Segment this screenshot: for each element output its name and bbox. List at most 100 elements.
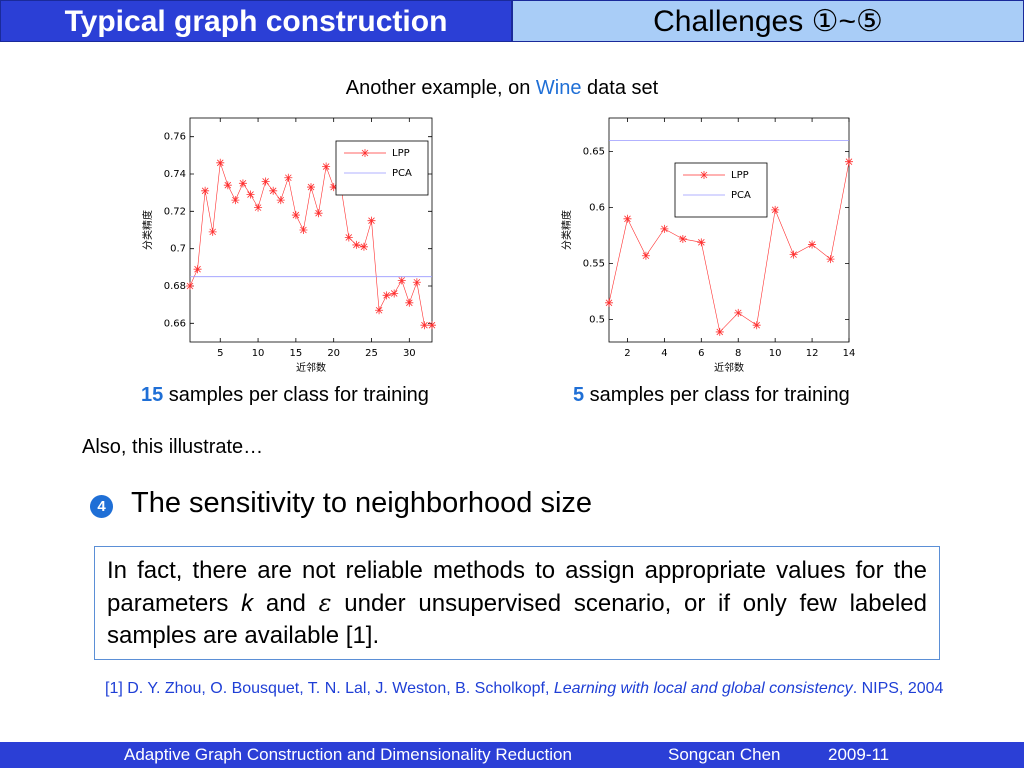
y-tick-label: 0.6 xyxy=(589,203,605,214)
series-marker xyxy=(359,242,368,251)
series-marker xyxy=(697,238,706,247)
series-marker xyxy=(641,251,650,260)
series-marker xyxy=(193,265,202,274)
series-line xyxy=(608,161,850,333)
series-marker xyxy=(269,186,278,195)
x-tick-label: 2 xyxy=(624,348,630,359)
series-marker xyxy=(367,216,376,225)
series-marker xyxy=(208,227,217,236)
reference-title: Learning with local and global consisten… xyxy=(553,680,853,697)
series-marker xyxy=(314,209,323,218)
series-marker xyxy=(678,234,687,243)
caption: 15 samples per class for training xyxy=(141,384,429,407)
legend-box xyxy=(335,140,429,196)
y-tick-label: 0.72 xyxy=(164,206,186,217)
box-text: and xyxy=(253,590,319,617)
reference-text: . NIPS, 2004 xyxy=(852,680,944,697)
y-axis-label: 分类精度 xyxy=(141,210,154,250)
series-marker xyxy=(344,233,353,242)
x-tick-label: 12 xyxy=(806,348,819,359)
subtitle-text: data set xyxy=(581,77,659,99)
legend-label: PCA xyxy=(392,168,412,179)
y-tick-label: 0.76 xyxy=(164,132,186,143)
header-section: Challenges ①~⑤ xyxy=(512,0,1024,42)
x-axis-label: 近邻数 xyxy=(296,361,326,374)
subtitle: Another example, on Wine data set xyxy=(0,77,1004,100)
series-marker xyxy=(845,157,853,166)
legend-label: LPP xyxy=(392,148,410,159)
series-marker xyxy=(428,321,436,330)
x-tick-label: 14 xyxy=(843,348,856,359)
text-box: In fact, there are not reliable methods … xyxy=(94,546,940,660)
point-text: The sensitivity to neighborhood size xyxy=(131,487,593,519)
series-marker xyxy=(412,278,421,287)
footer-title: Adaptive Graph Construction and Dimensio… xyxy=(124,745,572,764)
footer: Adaptive Graph Construction and Dimensio… xyxy=(0,742,1024,768)
header-title: Typical graph construction xyxy=(0,0,512,42)
reference: [1] D. Y. Zhou, O. Bousquet, T. N. Lal, … xyxy=(105,678,945,700)
y-tick-label: 0.66 xyxy=(164,318,186,329)
series-marker xyxy=(715,327,724,336)
series-marker xyxy=(246,190,255,199)
y-tick-label: 0.5 xyxy=(589,315,605,326)
series-marker xyxy=(322,162,331,171)
series-marker xyxy=(660,224,669,233)
x-tick-label: 20 xyxy=(327,348,340,359)
caption-count: 5 xyxy=(573,384,585,406)
box-text: under unsupervised scenario, or if only … xyxy=(107,590,928,649)
y-tick-label: 0.55 xyxy=(583,259,605,270)
x-tick-label: 15 xyxy=(290,348,303,359)
bullet-number: 4 xyxy=(90,495,113,518)
series-marker xyxy=(186,282,194,290)
charts: 0.660.680.70.720.740.765 10 15 20 25 30近邻数分类精… xyxy=(141,117,856,374)
series-marker xyxy=(254,203,263,212)
plot-frame xyxy=(608,117,850,343)
y-tick-label: 0.74 xyxy=(164,169,186,180)
subtitle-highlight: Wine xyxy=(535,77,582,99)
series-marker xyxy=(375,306,384,315)
x-tick-label: 4 xyxy=(661,348,667,359)
series-marker xyxy=(231,196,240,205)
legend-label: PCA xyxy=(731,190,751,201)
reference-text: [1] D. Y. Zhou, O. Bousquet, T. N. Lal, … xyxy=(105,680,554,697)
series-marker xyxy=(307,183,315,192)
x-tick-label: 6 xyxy=(698,348,704,359)
series-marker xyxy=(284,173,293,182)
legend-marker xyxy=(361,149,369,157)
series-marker xyxy=(216,158,225,167)
legend-marker xyxy=(700,171,708,179)
footer-date: 2009-11 xyxy=(828,745,890,764)
series-marker xyxy=(808,240,817,249)
footer-author: Songcan Chen xyxy=(668,745,781,764)
box-text: In fact, there are not reliable methods … xyxy=(107,557,927,617)
box-symbol: ε xyxy=(318,589,332,617)
y-tick-label: 0.68 xyxy=(164,281,186,292)
series-marker xyxy=(329,183,338,192)
x-tick-label: 30 xyxy=(403,348,416,359)
caption-count: 15 xyxy=(141,384,164,406)
caption-text: samples per class for training xyxy=(163,384,429,406)
legend-box xyxy=(674,162,768,218)
y-tick-label: 0.65 xyxy=(583,147,605,158)
series-marker xyxy=(771,205,780,214)
box-symbol: k xyxy=(241,590,254,617)
subtitle-text: Another example, on xyxy=(345,77,536,99)
legend-label: LPP xyxy=(731,170,749,181)
x-tick-label: 5 xyxy=(217,348,223,359)
series-marker xyxy=(752,321,761,330)
caption-text: samples per class for training xyxy=(584,384,850,406)
series-marker xyxy=(291,211,300,220)
series-marker xyxy=(390,289,399,298)
series-marker xyxy=(223,181,232,190)
x-axis-label: 近邻数 xyxy=(714,361,744,374)
series-marker xyxy=(734,308,743,317)
y-axis-label: 分类精度 xyxy=(560,210,573,250)
series-marker xyxy=(397,276,406,285)
series-marker xyxy=(826,255,835,264)
series-marker xyxy=(261,177,270,186)
series-marker xyxy=(605,298,613,307)
series-marker xyxy=(201,186,210,195)
x-tick-label: 10 xyxy=(252,348,265,359)
x-tick-label: 8 xyxy=(735,348,741,359)
